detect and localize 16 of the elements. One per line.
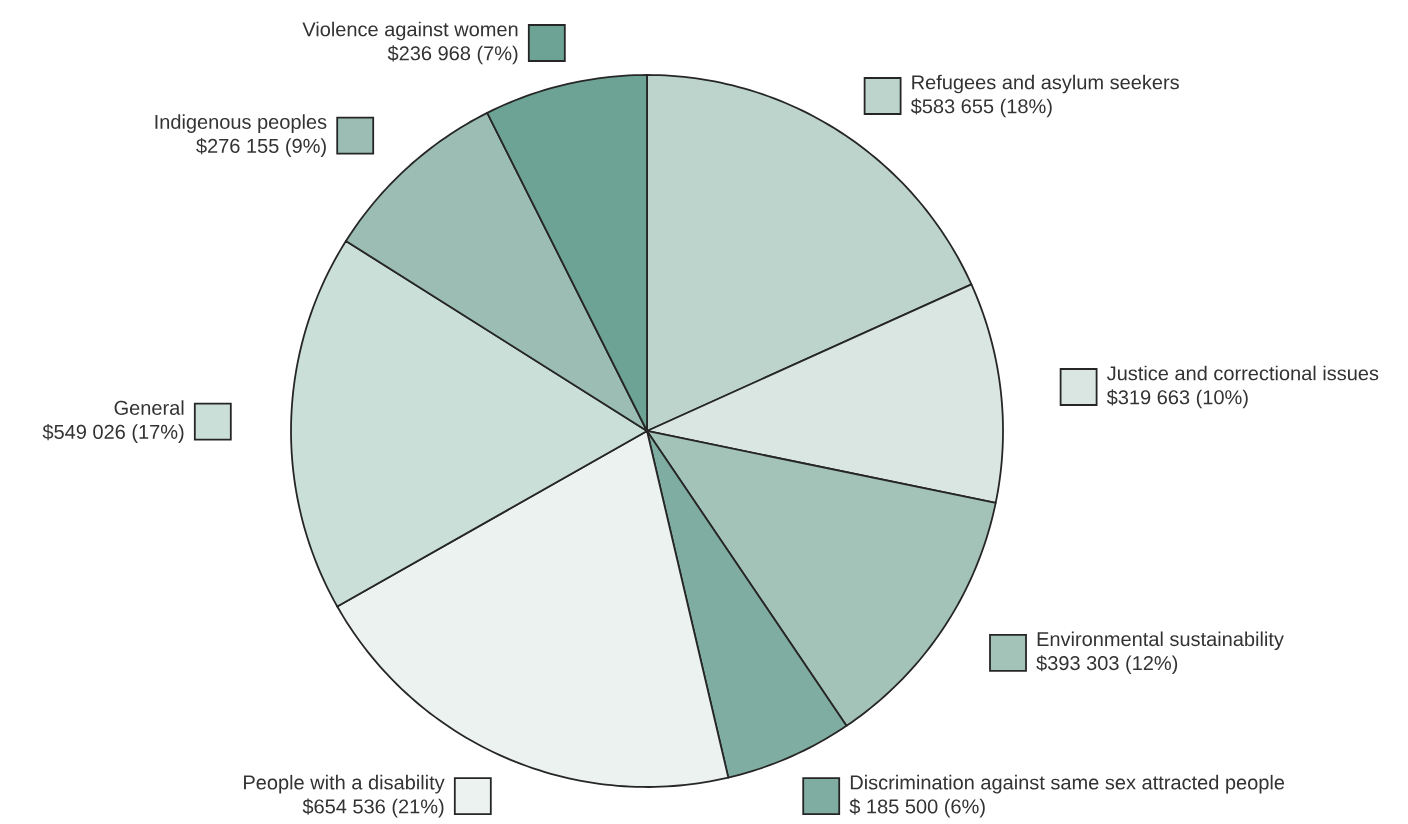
slice-label: People with a disability: [244, 774, 445, 794]
data-label: $ 185 500 (6%): [849, 798, 985, 818]
legend-label: Justice and correctional issues: [1106, 365, 1379, 381]
data-label: $393 303 (12%): [1036, 655, 1178, 675]
data-label: $654 536 (21%): [302, 798, 444, 818]
data-label: $583 655 (18%): [910, 98, 1052, 118]
data-label: $236 968 (7%): [387, 45, 518, 65]
legend-label: Discrimination against same sex attracted people: [850, 774, 1285, 794]
data-label: $549 026 (17%): [42, 423, 184, 443]
legend-label: Refugees and asylum seekers: [912, 74, 1179, 94]
slice-label: Indigenous peoples: [155, 114, 327, 133]
slice-label: Violence against women: [302, 21, 518, 41]
data-label: $319 663 (10%): [1106, 389, 1248, 409]
slice-label: General: [114, 400, 184, 415]
data-label: $276 155 (9%): [196, 137, 326, 157]
legend-label: Environmental sustainability: [1037, 631, 1284, 651]
